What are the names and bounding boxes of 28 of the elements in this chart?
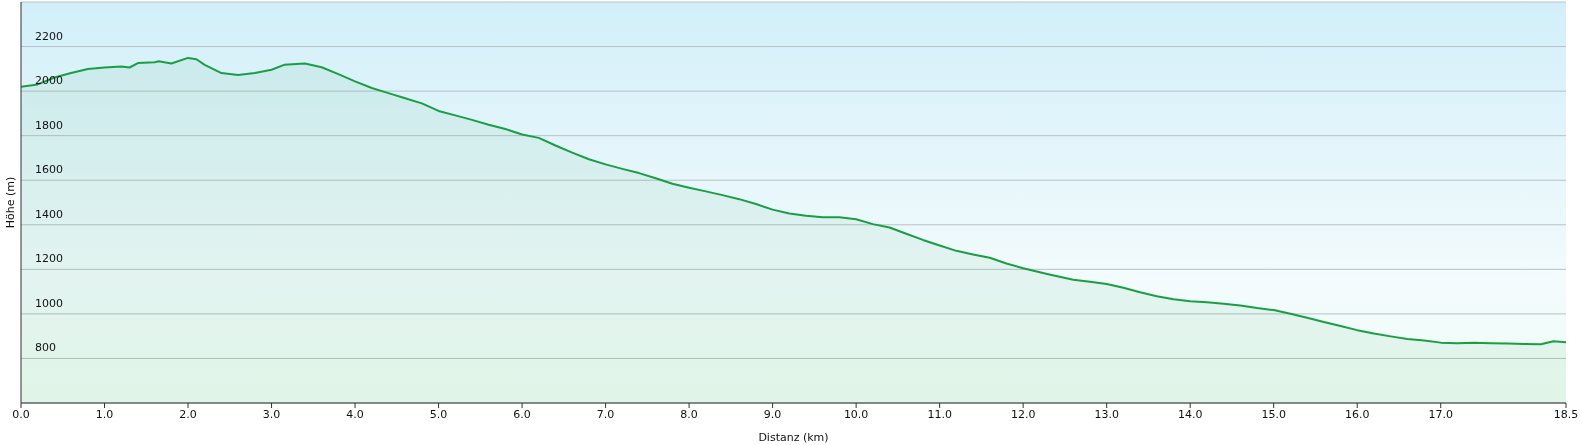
- y-tick-label: 2200: [35, 29, 63, 43]
- x-tick-label: 6.0: [513, 407, 531, 421]
- x-tick-label: 14.0: [1177, 407, 1203, 421]
- x-tick-label: 16.0: [1344, 407, 1370, 421]
- x-axis-title: Distanz (km): [758, 431, 829, 444]
- x-tick-label: 18.5: [1553, 407, 1579, 421]
- y-tick-label: 800: [35, 341, 56, 355]
- x-tick-label: 8.0: [680, 407, 698, 421]
- x-tick-label: 9.0: [763, 407, 782, 421]
- x-tick-label: 11.0: [927, 407, 952, 421]
- x-tick-label: 15.0: [1261, 407, 1286, 421]
- y-tick-label: 1400: [35, 207, 63, 221]
- y-tick-label: 1000: [35, 296, 63, 310]
- x-tick-label: 10.0: [843, 407, 869, 421]
- y-axis-title: Höhe (m): [4, 176, 17, 229]
- y-tick-label: 1600: [35, 163, 63, 177]
- x-tick-label: 7.0: [596, 407, 615, 421]
- x-tick-label: 4.0: [346, 407, 364, 421]
- x-tick-label: 12.0: [1010, 407, 1036, 421]
- x-tick-label: 3.0: [262, 407, 281, 421]
- y-tick-label: 1800: [35, 118, 63, 132]
- y-tick-label: 1200: [35, 252, 63, 266]
- x-tick-label: 13.0: [1094, 407, 1119, 421]
- x-tick-label: 5.0: [429, 407, 448, 421]
- x-tick-label: 2.0: [179, 407, 197, 421]
- x-tick-label: 17.0: [1428, 407, 1453, 421]
- x-tick-label: 1.0: [95, 407, 114, 421]
- x-tick-label: 0.0: [12, 407, 30, 421]
